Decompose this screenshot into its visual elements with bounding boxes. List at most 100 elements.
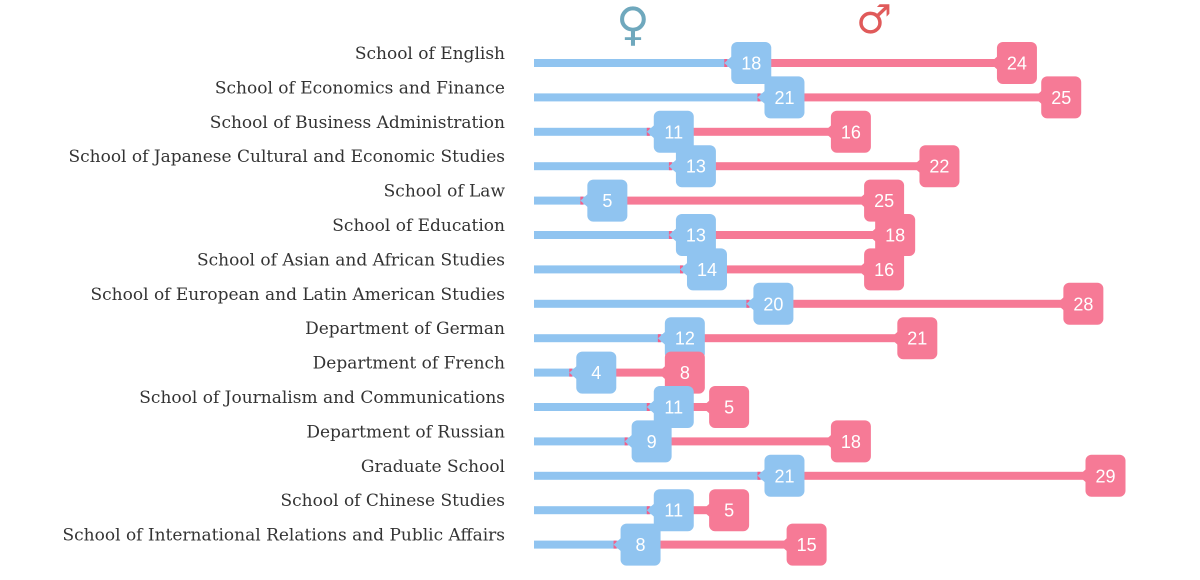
female-bar [534, 437, 634, 446]
female-value-badge: 20 [746, 282, 794, 325]
chart-row: School of Chinese Studies 5 11 [281, 489, 750, 532]
female-value-badge-label: 12 [675, 329, 695, 349]
category-label: School of Asian and African Studies [197, 250, 505, 270]
male-value-badge-label: 28 [1073, 294, 1093, 314]
category-label: Department of French [313, 354, 505, 374]
female-value-badge-box [653, 489, 694, 532]
female-value-badge-box [653, 386, 694, 428]
chart-row: School of Asian and African Studies 16 14 [197, 248, 905, 291]
female-value-badge-pointer [679, 261, 689, 278]
male-value-badge-label: 5 [724, 398, 734, 418]
female-value-badge: 11 [646, 110, 694, 153]
category-label: School of International Relations and Pu… [63, 526, 505, 546]
chart-row: School of International Relations and Pu… [63, 523, 827, 566]
chart-row: School of Japanese Cultural and Economic… [68, 145, 960, 188]
male-value-badge-box [709, 489, 750, 532]
category-label: Department of Russian [306, 422, 505, 442]
male-value-badge: 15 [779, 523, 827, 566]
female-value-badge: 4 [569, 351, 617, 394]
male-value-badge-box [1041, 76, 1082, 119]
female-value-badge-label: 11 [664, 122, 683, 142]
female-value-badge-pointer [569, 364, 579, 381]
female-value-badge-box [587, 179, 628, 222]
female-value-badge-label: 18 [741, 54, 761, 74]
male-value-badge-label: 18 [885, 226, 905, 246]
male-value-badge-pointer [857, 261, 867, 278]
female-value-badge: 11 [646, 386, 694, 428]
category-label: School of European and Latin American St… [91, 285, 505, 305]
category-label: School of English [355, 44, 505, 64]
female-value-badge-label: 11 [664, 501, 683, 521]
category-label: School of Business Administration [210, 113, 505, 133]
female-bar [534, 59, 734, 67]
female-bar [534, 403, 656, 411]
male-value-badge-label: 8 [680, 363, 690, 383]
male-value-badge-box [897, 317, 938, 360]
male-value-badge-pointer [702, 399, 712, 415]
male-bar [578, 368, 667, 377]
male-value-badge-box [1063, 282, 1104, 325]
chart-row: Graduate School 29 21 [361, 454, 1126, 497]
female-bar [534, 540, 623, 549]
chart-row: Department of Russian 18 9 [306, 420, 871, 463]
female-bar [534, 265, 689, 274]
female-value-badge-box [664, 317, 705, 360]
female-value-badge-label: 4 [591, 363, 601, 383]
male-value-badge-pointer [912, 158, 922, 175]
female-bar [534, 162, 678, 171]
male-value-badge: 22 [912, 145, 960, 188]
male-legend-icon: ♂ [856, 0, 892, 43]
male-value-badge-pointer [657, 364, 667, 381]
male-value-badge-pointer [1078, 467, 1088, 484]
female-legend-icon: ♀ [616, 0, 650, 51]
male-value-badge-box [664, 351, 705, 394]
male-value-badge-pointer [868, 227, 878, 243]
male-value-badge: 18 [868, 214, 916, 256]
female-value-badge-label: 13 [686, 226, 706, 246]
male-value-badge-pointer [989, 55, 999, 71]
male-value-badge-box [786, 523, 827, 566]
male-value-badge-label: 5 [724, 501, 734, 521]
female-value-badge-box [675, 214, 716, 256]
male-bar [622, 540, 789, 549]
female-value-badge-box [753, 282, 794, 325]
male-value-badge: 29 [1078, 454, 1126, 497]
female-value-badge-pointer [668, 158, 678, 175]
category-label: School of Journalism and Communications [139, 388, 505, 408]
male-value-badge-pointer [823, 433, 833, 450]
female-value-badge-box [675, 145, 716, 188]
female-value-badge-box [686, 248, 727, 291]
male-value-badge-label: 29 [1095, 466, 1115, 486]
female-value-badge-pointer [646, 502, 656, 519]
female-value-badge: 13 [668, 145, 716, 188]
male-bar [655, 127, 833, 136]
female-value-badge-box [653, 110, 694, 153]
male-bar [677, 231, 878, 239]
female-value-badge-pointer [668, 227, 678, 243]
female-value-badge-pointer [646, 123, 656, 140]
female-value-badge: 9 [624, 420, 672, 463]
female-value-badge-pointer [580, 192, 590, 209]
chart-row: School of Law 25 5 [384, 179, 905, 222]
female-value-badge: 21 [757, 76, 805, 119]
female-value-badge-box [576, 351, 617, 394]
female-value-badge-label: 11 [664, 398, 683, 418]
female-value-badge-pointer [757, 89, 767, 106]
female-value-badge-label: 5 [602, 191, 612, 211]
female-bar [534, 299, 756, 308]
female-value-badge: 8 [613, 523, 661, 566]
male-bar [733, 59, 999, 67]
chart-row: School of Business Administration 16 11 [210, 110, 871, 153]
male-bar [755, 299, 1066, 308]
chart-row: School of Journalism and Communications 5… [139, 386, 750, 428]
male-value-badge-label: 24 [1007, 54, 1027, 74]
category-label: School of Japanese Cultural and Economic… [68, 147, 505, 167]
male-value-badge-box [830, 110, 871, 153]
female-value-badge-box [764, 454, 805, 497]
male-value-badge: 28 [1056, 282, 1104, 325]
chart-row: School of Education 18 13 [332, 214, 916, 256]
male-value-badge-label: 16 [874, 260, 894, 280]
chart-row: School of European and Latin American St… [91, 282, 1104, 325]
female-value-badge-label: 8 [636, 535, 646, 555]
female-value-badge-pointer [724, 55, 734, 71]
